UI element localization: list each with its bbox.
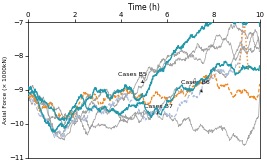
Text: Cases B7: Cases B7 xyxy=(144,104,173,114)
Text: Cases B5: Cases B5 xyxy=(119,72,147,83)
Text: Cases B6: Cases B6 xyxy=(181,80,210,92)
Y-axis label: Axial Force (× 1000kN): Axial Force (× 1000kN) xyxy=(3,56,8,124)
X-axis label: Time (h): Time (h) xyxy=(128,3,160,12)
